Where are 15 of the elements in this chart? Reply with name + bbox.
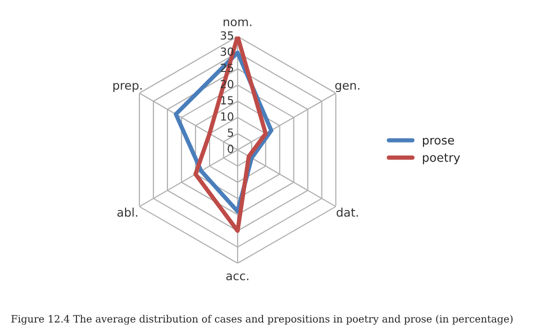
legend-label: prose: [422, 138, 454, 147]
y-tick-label: 5: [228, 128, 234, 137]
y-tick-label: 15: [221, 96, 234, 104]
spoke-label: gen.: [335, 82, 360, 92]
spoke-label: acc.: [226, 274, 248, 280]
spoke-label: nom.: [224, 19, 252, 26]
caption: Figure 12.4 The average distribution of cases and prepositions in poetry and prose (in percentage): [11, 314, 513, 325]
y-tick-label: 35: [220, 31, 234, 40]
y-tick-label: 10: [221, 112, 234, 121]
spoke-label: prep.: [113, 82, 142, 92]
legend-label: poetry: [422, 153, 460, 164]
y-tick-label: 0: [228, 144, 234, 154]
spoke-label: abl.: [117, 208, 138, 217]
spoke-label: dat.: [336, 208, 358, 217]
y-tick-label: 25: [220, 64, 234, 72]
